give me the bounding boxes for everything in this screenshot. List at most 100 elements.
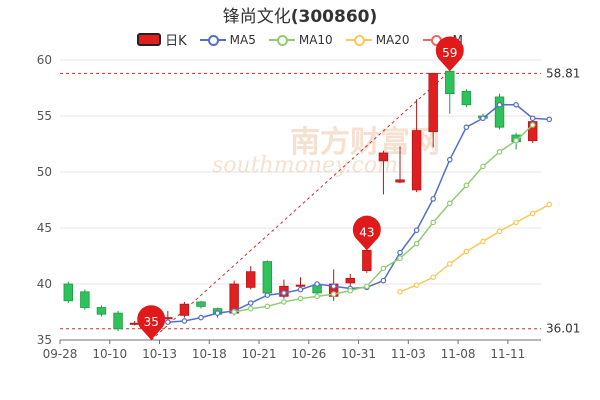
moving-averages [165,102,553,325]
ma-point [413,227,420,234]
ma-point [463,182,470,189]
ma-point [198,314,204,321]
legend-item-ma20[interactable]: MA20 [345,32,410,47]
ma-point [297,286,304,293]
ma-point [214,310,221,316]
candle-body [295,284,306,287]
watermark: 南方财富网 southmoney.com [212,125,440,178]
candle-body [461,90,472,106]
ma-point [480,238,486,245]
candle-body [378,152,389,162]
watermark-en: southmoney.com [212,153,398,178]
ma-point [165,319,171,325]
y-tick-label: 35 [37,333,52,347]
candle-body [129,322,140,325]
ref-line-label: 58.81 [546,66,580,80]
x-tick-label: 10-31 [341,347,376,361]
ma-point [330,291,337,297]
ma-point [413,240,420,247]
ma-point [181,318,188,324]
ma-point [529,210,536,217]
ma-point [480,163,486,170]
ma-point [463,248,470,255]
candle-body [246,271,256,288]
trend-line [150,70,451,341]
ma-point [529,115,536,122]
candle-body [411,130,422,191]
ma-point [480,115,486,122]
ma-point [446,156,453,163]
stock-code: (300860) [290,7,378,27]
x-tick-label: 11-03 [391,347,426,361]
x-tick-label: 10-21 [242,347,277,361]
legend-item-ma10[interactable]: MA10 [268,32,333,47]
ma-point [314,281,320,287]
ma-point [546,116,553,123]
ma-point [513,102,519,108]
ma-point [446,200,453,207]
legend-item-k[interactable]: 日K [137,30,187,49]
legend-label-ma20: MA20 [375,32,410,47]
line-marker-icon [268,33,295,47]
price-marker-label: 35 [144,315,159,329]
x-tick-label: 10-13 [142,347,177,361]
x-tick-label: 11-11 [490,347,525,361]
ma-point [513,137,519,144]
legend-label-ma10: MA10 [298,32,333,47]
ma-point [281,299,287,305]
ma-point [330,283,337,290]
axes: 35 40 45 50 55 60 09-28 10-10 10-13 10-18 10-21 10-… [37,53,541,361]
ma-point [529,122,536,128]
ma-point [496,228,503,235]
legend-label-ma5: MA5 [229,32,256,47]
candle-body [345,277,355,284]
candle-body [80,291,90,308]
ma-point [430,196,436,202]
candle-body [63,283,74,302]
ma-point [413,282,420,288]
ma-point [380,265,387,272]
ma-point [297,295,304,302]
y-tick-label: 50 [37,165,52,179]
markers: 35 43 59 [137,36,464,340]
ma-point [247,305,254,312]
price-marker-label: 43 [359,225,374,239]
ref-line-label: 36.01 [546,322,580,336]
line-marker-icon [199,33,226,47]
ma-point [446,261,453,267]
candle-body [113,312,123,330]
y-tick-label: 40 [37,277,52,291]
y-tick-label: 55 [37,109,52,123]
ma-point [364,283,370,290]
ma-point [247,300,254,306]
price-marker-label: 59 [442,46,457,60]
candle-body [445,70,455,94]
x-tick-label: 11-08 [441,347,476,361]
ma-line-ma20 [399,203,550,293]
ma-point [314,293,320,300]
candle-body [428,72,438,133]
chart-title: 锋尚文化(300860) [0,2,600,27]
legend-item-ma5[interactable]: MA5 [199,32,256,47]
candle-body [494,96,505,128]
price-marker-pin [435,36,464,72]
candle-body [362,249,372,271]
ma-point [496,102,503,108]
ma-point [397,255,403,262]
candle-body [527,121,538,142]
x-tick-label: 10-26 [291,347,326,361]
ma-point [463,124,470,131]
stock-name: 锋尚文化 [222,7,291,27]
candle-body [196,301,206,307]
x-tick-label: 09-28 [43,347,78,361]
candle-body [96,307,107,315]
y-tick-label: 60 [37,53,52,67]
ma-point [264,303,271,310]
ma-point [546,201,553,208]
candle-body [395,179,405,183]
ma-point [264,292,271,299]
x-tick-label: 10-18 [192,347,227,361]
candle-body [262,261,273,294]
ma-point [397,249,403,256]
